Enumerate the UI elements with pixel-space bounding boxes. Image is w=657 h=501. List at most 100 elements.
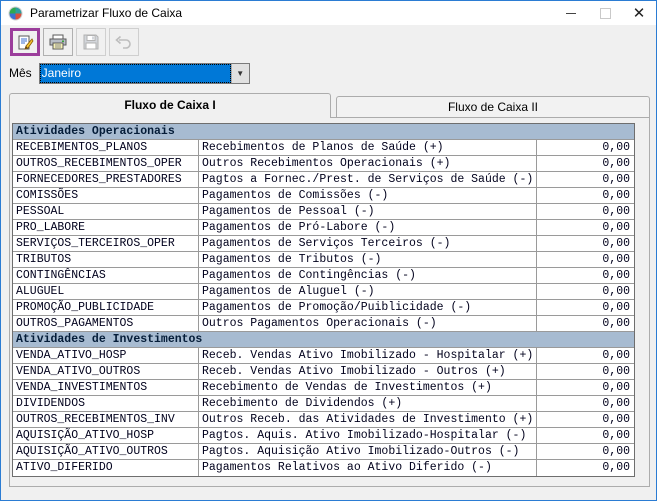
row-value[interactable]: 0,00: [602, 173, 630, 186]
month-selected-value[interactable]: Janeiro: [39, 63, 231, 83]
row-value[interactable]: 0,00: [602, 381, 630, 394]
table-row: VENDA_ATIVO_OUTROS Receb. Vendas Ativo Im…: [13, 364, 634, 380]
table-row: DIVIDENDOS Recebimento de Dividendos (+) 0…: [13, 396, 634, 412]
title-bar[interactable]: Parametrizar Fluxo de Caixa ✕: [1, 1, 656, 25]
row-code: RECEBIMENTOS_PLANOS: [13, 140, 199, 155]
close-button[interactable]: ✕: [632, 4, 646, 22]
row-value[interactable]: 0,00: [602, 301, 630, 314]
row-description: Recebimentos de Planos de Saúde (+): [199, 140, 537, 155]
combo-dropdown-button[interactable]: ▼: [230, 63, 249, 83]
table-row: VENDA_INVESTIMENTOS Recebimento de Vendas…: [13, 380, 634, 396]
row-description: Pagamentos de Pessoal (-): [199, 204, 537, 219]
section-header: Atividades Operacionais: [13, 124, 634, 140]
row-code: VENDA_ATIVO_OUTROS: [13, 364, 199, 379]
row-value[interactable]: 0,00: [602, 445, 630, 458]
tab-fluxo-de-caixa-1[interactable]: Fluxo de Caixa I: [9, 93, 331, 118]
row-code: SERVIÇOS_TERCEIROS_OPER: [13, 236, 199, 251]
table-row: FORNECEDORES_PRESTADORES Pagtos a Fornec.…: [13, 172, 634, 188]
row-code: OUTROS_RECEBIMENTOS_INV: [13, 412, 199, 427]
row-value[interactable]: 0,00: [602, 413, 630, 426]
row-description: Outros Receb. das Atividades de Investim…: [199, 412, 537, 427]
app-logo-icon: [8, 6, 23, 21]
tab-strip: Fluxo de Caixa I Fluxo de Caixa II: [9, 93, 650, 118]
row-code: AQUISIÇÃO_ATIVO_OUTROS: [13, 444, 199, 459]
edit-parameters-button[interactable]: [10, 28, 40, 56]
month-combobox[interactable]: Janeiro ▼: [38, 62, 250, 84]
row-value[interactable]: 0,00: [602, 461, 630, 474]
row-code: DIVIDENDOS: [13, 396, 199, 411]
row-code: CONTINGÊNCIAS: [13, 268, 199, 283]
window-title: Parametrizar Fluxo de Caixa: [30, 6, 183, 20]
section-header: Atividades de Investimentos: [13, 332, 634, 348]
row-value[interactable]: 0,00: [602, 349, 630, 362]
table-row: PRO_LABORE Pagamentos de Pró-Labore (-) 0,…: [13, 220, 634, 236]
tab-page: Atividades Operacionais RECEBIMENTOS_PLAN…: [9, 117, 650, 487]
month-field-row: Mês Janeiro ▼: [1, 59, 656, 87]
save-icon: [83, 34, 99, 50]
row-code: TRIBUTOS: [13, 252, 199, 267]
cashflow-table: Atividades Operacionais RECEBIMENTOS_PLAN…: [12, 123, 635, 477]
row-code: OUTROS_RECEBIMENTOS_OPER: [13, 156, 199, 171]
row-description: Receb. Vendas Ativo Imobilizado - Hospit…: [199, 348, 537, 363]
table-row: AQUISIÇÃO_ATIVO_OUTROS Pagtos. Aquisição …: [13, 444, 634, 460]
row-description: Pagtos a Fornec./Prest. de Serviços de S…: [199, 172, 537, 187]
tab-fluxo-de-caixa-2[interactable]: Fluxo de Caixa II: [336, 96, 650, 118]
cashflow-tabcontrol: Fluxo de Caixa I Fluxo de Caixa II Ativi…: [9, 93, 650, 488]
table-row: SERVIÇOS_TERCEIROS_OPER Pagamentos de Ser…: [13, 236, 634, 252]
row-value[interactable]: 0,00: [602, 189, 630, 202]
row-description: Pagamentos de Aluguel (-): [199, 284, 537, 299]
row-value[interactable]: 0,00: [602, 253, 630, 266]
month-label: Mês: [9, 66, 32, 80]
row-description: Pagamentos de Promoção/Puiblicidade (-): [199, 300, 537, 315]
row-description: Outros Pagamentos Operacionais (-): [199, 316, 537, 331]
minimize-button[interactable]: [554, 1, 588, 25]
table-row: TRIBUTOS Pagamentos de Tributos (-) 0,00: [13, 252, 634, 268]
row-code: PROMOÇÃO_PUBLICIDADE: [13, 300, 199, 315]
row-description: Recebimento de Vendas de Investimentos (…: [199, 380, 537, 395]
toolbar: [1, 25, 656, 59]
row-value[interactable]: 0,00: [602, 317, 630, 330]
table-row: VENDA_ATIVO_HOSP Receb. Vendas Ativo Imob…: [13, 348, 634, 364]
save-button: [76, 28, 106, 56]
table-row: OUTROS_RECEBIMENTOS_INV Outros Receb. das…: [13, 412, 634, 428]
edit-note-icon: [17, 34, 34, 51]
chevron-down-icon: ▼: [236, 68, 245, 78]
row-value[interactable]: 0,00: [602, 365, 630, 378]
row-value[interactable]: 0,00: [602, 157, 630, 170]
table-row: OUTROS_PAGAMENTOS Outros Pagamentos Opera…: [13, 316, 634, 332]
table-row: PROMOÇÃO_PUBLICIDADE Pagamentos de Promoç…: [13, 300, 634, 316]
row-code: VENDA_INVESTIMENTOS: [13, 380, 199, 395]
printer-icon: [49, 34, 67, 50]
row-code: FORNECEDORES_PRESTADORES: [13, 172, 199, 187]
row-value[interactable]: 0,00: [602, 237, 630, 250]
row-description: Pagamentos Relativos ao Ativo Diferido (…: [199, 460, 537, 476]
row-code: PESSOAL: [13, 204, 199, 219]
row-value[interactable]: 0,00: [602, 429, 630, 442]
undo-button: [109, 28, 139, 56]
table-row: AQUISIÇÃO_ATIVO_HOSP Pagtos. Aquis. Ativo…: [13, 428, 634, 444]
table-row: ATIVO_DIFERIDO Pagamentos Relativos ao At…: [13, 460, 634, 476]
row-code: AQUISIÇÃO_ATIVO_HOSP: [13, 428, 199, 443]
table-row: CONTINGÊNCIAS Pagamentos de Contingências…: [13, 268, 634, 284]
row-value[interactable]: 0,00: [602, 285, 630, 298]
row-description: Pagtos. Aquis. Ativo Imobilizado-Hospita…: [199, 428, 537, 443]
table-row: PESSOAL Pagamentos de Pessoal (-) 0,00: [13, 204, 634, 220]
row-value[interactable]: 0,00: [602, 205, 630, 218]
row-code: COMISSÕES: [13, 188, 199, 203]
row-description: Pagamentos de Contingências (-): [199, 268, 537, 283]
row-value[interactable]: 0,00: [602, 397, 630, 410]
row-value[interactable]: 0,00: [602, 221, 630, 234]
row-value[interactable]: 0,00: [602, 141, 630, 154]
row-description: Receb. Vendas Ativo Imobilizado - Outros…: [199, 364, 537, 379]
table-row: RECEBIMENTOS_PLANOS Recebimentos de Plano…: [13, 140, 634, 156]
maximize-button: [588, 1, 622, 25]
row-description: Pagtos. Aquisição Ativo Imobilizado-Outr…: [199, 444, 537, 459]
row-code: OUTROS_PAGAMENTOS: [13, 316, 199, 331]
row-code: ALUGUEL: [13, 284, 199, 299]
print-button[interactable]: [43, 28, 73, 56]
row-value[interactable]: 0,00: [602, 269, 630, 282]
row-description: Pagamentos de Serviços Terceiros (-): [199, 236, 537, 251]
table-row: COMISSÕES Pagamentos de Comissões (-) 0,00: [13, 188, 634, 204]
row-description: Pagamentos de Tributos (-): [199, 252, 537, 267]
